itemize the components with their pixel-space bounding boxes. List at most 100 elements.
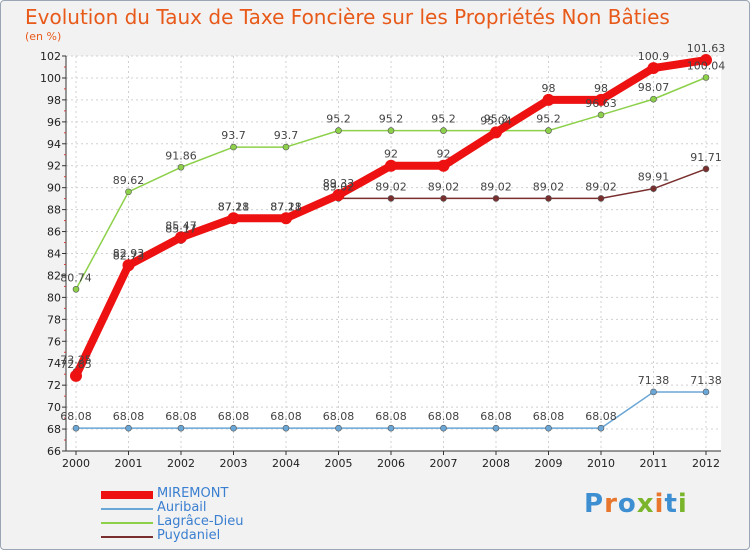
point-miremont-2001 — [122, 259, 135, 272]
data-label-puydaniel-2006: 89.02 — [375, 180, 407, 193]
data-label-puydaniel-2001: 82.73 — [113, 249, 145, 262]
logo-letter: r — [604, 489, 618, 519]
series-layer — [70, 54, 712, 432]
data-label-auribail-2005: 68.08 — [323, 410, 355, 423]
x-tick-label-2008: 2008 — [482, 457, 510, 470]
point-miremont-2011 — [647, 62, 660, 75]
point-puydaniel-2012 — [702, 165, 710, 173]
y-tick-label-66: 66 — [47, 445, 61, 458]
data-label-lagrace-dieu-2005: 95.2 — [326, 113, 351, 126]
point-miremont-2012 — [700, 54, 712, 67]
point-auribail-2000 — [72, 424, 80, 432]
data-label-puydaniel-2012: 91.71 — [690, 151, 722, 164]
legend-swatch-puydaniel — [101, 536, 153, 538]
point-lagrace-dieu-2010 — [597, 111, 605, 119]
y-tick-label-88: 88 — [47, 204, 61, 217]
data-labels: 68.08 68.08 68.08 68.08 68.08 68.08 68.08 68.08… — [60, 42, 725, 423]
logo-letter: x — [636, 489, 655, 519]
data-label-miremont-2005: 89.33 — [323, 177, 355, 190]
data-label-miremont-2009: 98 — [542, 82, 556, 95]
x-tick-label-2011: 2011 — [640, 457, 668, 470]
data-label-miremont-2000: 72.85 — [60, 358, 92, 371]
y-tick-label-74: 74 — [47, 357, 61, 370]
point-auribail-2008 — [492, 424, 500, 432]
point-puydaniel-2010 — [597, 195, 605, 202]
point-lagrace-dieu-2003 — [230, 143, 237, 151]
point-lagrace-dieu-2002 — [177, 163, 185, 171]
x-tick-label-2000: 2000 — [62, 457, 90, 470]
data-label-miremont-2011: 100.9 — [638, 50, 670, 63]
data-label-puydaniel-2003: 87.18 — [218, 201, 250, 214]
point-lagrace-dieu-2011 — [650, 95, 657, 103]
y-tick-label-82: 82 — [47, 269, 61, 282]
point-miremont-2008 — [490, 126, 502, 139]
data-label-auribail-2011: 71.38 — [638, 374, 670, 387]
point-miremont-2005 — [332, 189, 345, 202]
logo-letter: o — [617, 489, 637, 519]
x-tick-label-2007: 2007 — [430, 457, 458, 470]
x-tick-label-2003: 2003 — [220, 457, 248, 470]
y-tick-label-76: 76 — [47, 335, 61, 348]
data-label-auribail-2003: 68.08 — [218, 410, 250, 423]
y-tick-label-90: 90 — [47, 182, 61, 195]
point-auribail-2002 — [177, 424, 185, 432]
legend-swatch-auribail — [101, 508, 153, 510]
legend-label-lagrace-dieu: Lagrâce-Dieu — [157, 514, 244, 529]
point-auribail-2007 — [440, 424, 447, 432]
data-label-lagrace-dieu-2001: 89.62 — [113, 174, 145, 187]
y-tick-label-70: 70 — [47, 401, 61, 414]
data-label-auribail-2002: 68.08 — [165, 410, 197, 423]
point-auribail-2004 — [282, 424, 290, 432]
y-tick-label-96: 96 — [47, 116, 61, 129]
point-lagrace-dieu-2004 — [282, 143, 290, 151]
data-label-puydaniel-2010: 89.02 — [585, 180, 617, 193]
point-miremont-2009 — [542, 93, 555, 106]
data-label-auribail-2012: 71.38 — [690, 374, 722, 387]
data-label-miremont-2012: 101.63 — [687, 42, 726, 55]
point-miremont-2004 — [280, 212, 292, 225]
point-puydaniel-2011 — [650, 185, 657, 192]
data-label-miremont-2002: 85.47 — [165, 219, 197, 232]
data-label-puydaniel-2008: 89.02 — [480, 180, 512, 193]
legend-label-puydaniel: Puydaniel — [157, 528, 221, 543]
point-auribail-2005 — [335, 424, 342, 432]
logo-letter: P — [584, 489, 605, 519]
y-axis-ticks: 66 68 70 72 74 76 78 80 82 84 86 88 90 92 94 96 98 100 102 — [40, 50, 66, 458]
data-label-auribail-2006: 68.08 — [375, 410, 407, 423]
data-label-miremont-2004: 87.21 — [270, 200, 302, 213]
x-tick-label-2010: 2010 — [587, 457, 615, 470]
data-label-puydaniel-2002: 85.17 — [165, 223, 197, 236]
data-label-miremont-2006: 92 — [384, 148, 398, 161]
data-label-auribail-2007: 68.08 — [428, 410, 460, 423]
data-label-miremont-2007: 92 — [437, 148, 451, 161]
data-label-lagrace-dieu-2002: 91.86 — [165, 149, 197, 162]
point-miremont-2002 — [175, 231, 187, 244]
y-tick-label-72: 72 — [47, 379, 61, 392]
x-tick-label-2006: 2006 — [377, 457, 405, 470]
point-auribail-2009 — [545, 424, 552, 432]
point-miremont-2007 — [437, 159, 450, 172]
data-label-lagrace-dieu-2010: 96.63 — [585, 97, 617, 110]
grid-lines — [66, 55, 721, 452]
data-label-lagrace-dieu-2000: 80.74 — [60, 271, 92, 284]
data-label-lagrace-dieu-2006: 95.2 — [379, 113, 404, 126]
proxiti-logo: Proxiti — [584, 489, 688, 519]
data-label-puydaniel-2007: 89.02 — [428, 180, 460, 193]
logo-letter: i — [654, 489, 665, 519]
chart-title: Evolution du Taux de Taxe Foncière sur l… — [25, 5, 670, 29]
point-lagrace-dieu-2007 — [440, 127, 447, 134]
y-tick-label-100: 100 — [40, 72, 61, 85]
legend-swatch-miremont — [101, 491, 153, 499]
data-label-puydaniel-2000: 73.25 — [60, 353, 92, 366]
point-auribail-2001 — [125, 424, 132, 432]
x-tick-label-2004: 2004 — [272, 457, 300, 470]
logo-letter: t — [664, 489, 678, 519]
legend-swatch-lagrace-dieu — [101, 522, 153, 524]
point-puydaniel-2009 — [545, 195, 552, 202]
point-miremont-2006 — [385, 159, 397, 172]
data-label-lagrace-dieu-2008: 95.2 — [484, 113, 509, 126]
data-label-puydaniel-2011: 89.91 — [638, 171, 670, 184]
data-label-auribail-2010: 68.08 — [585, 410, 617, 423]
